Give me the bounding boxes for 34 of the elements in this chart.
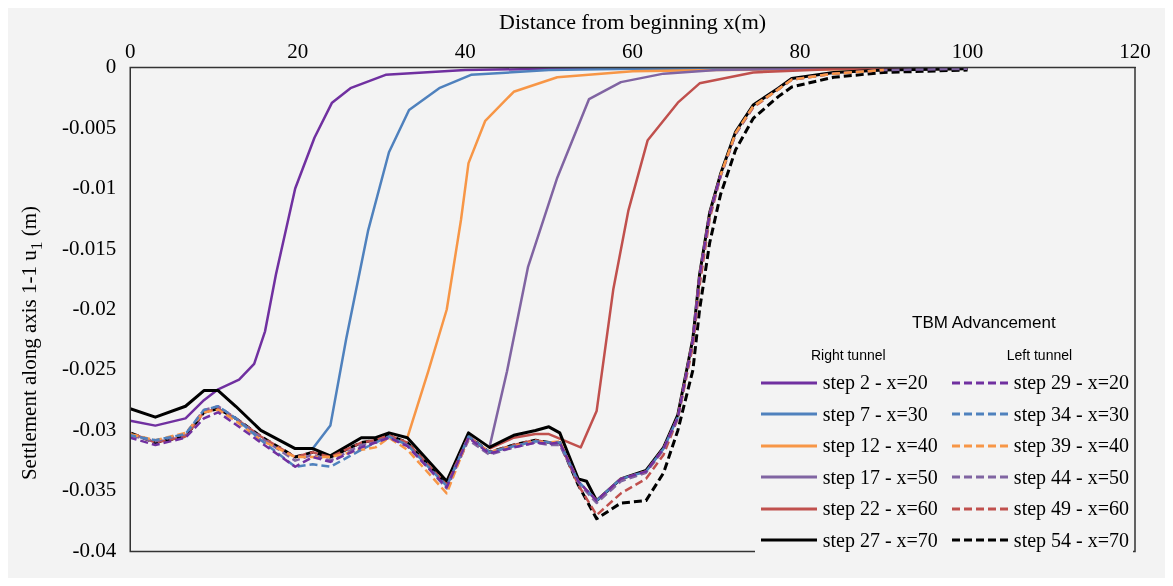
legend-label: step 12 - x=40 (822, 434, 938, 458)
legend-label: step 49 - x=60 (1013, 497, 1129, 521)
legend-label: step 29 - x=20 (1013, 371, 1129, 395)
legend-label: step 2 - x=20 (822, 371, 928, 395)
annotation: Right tunnel (809, 347, 887, 363)
line-series (130, 405, 680, 502)
x-tick-label: 40 (454, 38, 476, 63)
y-tick-label: -0.025 (61, 356, 117, 381)
y-tick-label: 0 (105, 54, 117, 79)
legend-label: step 54 - x=70 (1013, 528, 1129, 552)
legend-label: step 17 - x=50 (822, 465, 938, 489)
x-tick-label: 100 (951, 38, 984, 63)
y-tick-label: -0.005 (61, 114, 117, 139)
x-tick-label: 60 (622, 38, 644, 63)
legend-label: step 22 - x=60 (822, 497, 938, 521)
x-tick-label: 120 (1119, 38, 1151, 63)
legend-label: step 39 - x=40 (1013, 434, 1129, 458)
y-tick-label: -0.01 (72, 175, 117, 200)
x-axis-title: Distance from beginning x(m) (499, 8, 767, 34)
legend-label: step 34 - x=30 (1013, 402, 1129, 426)
x-tick-label: 80 (789, 38, 811, 63)
y-tick-label: -0.04 (72, 537, 117, 562)
y-tick-label: -0.02 (72, 296, 117, 321)
y-tick-label: -0.015 (61, 235, 117, 260)
line-series (130, 174, 722, 502)
legend-label: step 27 - x=70 (822, 528, 938, 552)
annotation: Left tunnel (1005, 347, 1074, 363)
y-tick-label: -0.035 (61, 477, 117, 502)
y-tick-label: -0.03 (72, 416, 117, 441)
x-tick-label: 0 (124, 38, 136, 63)
legend-label: step 7 - x=30 (822, 402, 928, 426)
legend-title: TBM Advancement (911, 313, 1057, 333)
x-tick-label: 20 (287, 38, 309, 63)
legend-label: step 44 - x=50 (1013, 465, 1129, 489)
